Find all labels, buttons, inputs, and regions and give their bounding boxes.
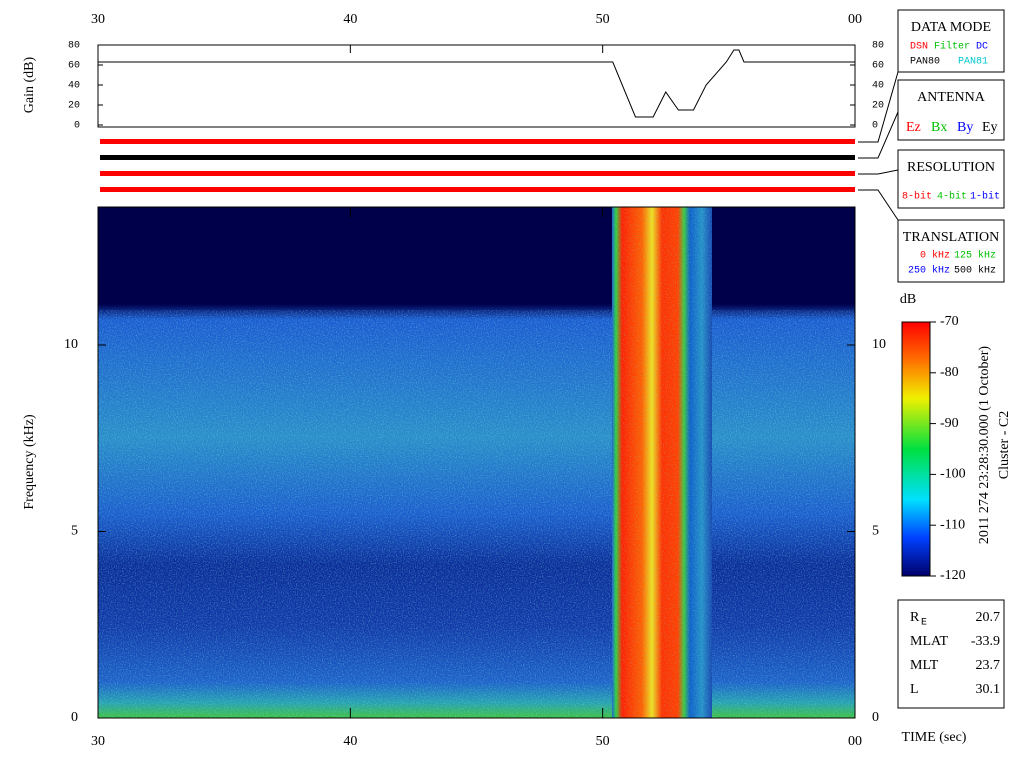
panel-box: [897, 149, 1005, 209]
y-tick-label: 40: [68, 81, 80, 92]
y-tick-label: 60: [68, 61, 80, 72]
colorbar-tick-label: -70: [940, 314, 959, 329]
colorbar-tick-label: -100: [940, 467, 966, 482]
panel-item: 250 kHz: [908, 265, 950, 277]
panel-title: RESOLUTION: [907, 160, 995, 175]
connector: [858, 111, 899, 159]
ephemeris-value: 20.7: [976, 610, 1001, 625]
colorbar-tick-label: -90: [940, 416, 959, 431]
panel-item: 0 kHz: [920, 250, 950, 262]
y-tick-label: 10: [64, 337, 78, 352]
y-axis-label: Gain (dB): [22, 56, 37, 113]
x-tick-label: 30: [91, 12, 105, 27]
x-tick-label: 40: [343, 12, 357, 27]
panel-title: TRANSLATION: [903, 230, 999, 245]
date-label: 2011 274 23:28:30.000 (1 October): [977, 346, 992, 545]
x-tick-label: 00: [848, 734, 862, 749]
ephemeris-box: [897, 599, 1005, 709]
x-axis-label: TIME (sec): [902, 730, 967, 745]
panel-item: Bx: [931, 120, 947, 135]
x-tick-label: 40: [343, 734, 357, 749]
panel-item: PAN81: [958, 57, 988, 68]
ephemeris-label: R: [910, 610, 920, 625]
panel-box: [897, 219, 1005, 283]
colorbar-tick-label: -80: [940, 365, 959, 380]
layout: [97, 9, 1005, 719]
y-tick-label: 5: [71, 524, 78, 539]
connector: [858, 71, 899, 143]
panel-item: 500 kHz: [954, 265, 996, 277]
y-tick-label: 0: [71, 710, 78, 725]
panel-item: 125 kHz: [954, 250, 996, 262]
y-tick-label: 80: [872, 41, 884, 52]
connector: [858, 189, 899, 221]
colorbar-title: dB: [900, 292, 916, 307]
y-tick-label: 20: [68, 101, 80, 112]
ephemeris-value: -33.9: [971, 634, 1000, 649]
gain-frame: [97, 44, 856, 128]
panel-item: DC: [976, 42, 988, 53]
ephemeris-value: 30.1: [976, 682, 1001, 697]
panel-item: By: [957, 120, 973, 135]
connector: [858, 169, 899, 175]
colorbar-tick-label: -110: [940, 517, 965, 532]
x-tick-label: 30: [91, 734, 105, 749]
spectrogram-noise: [98, 310, 855, 718]
panel-box: [897, 9, 1005, 73]
resolution-bar: [100, 171, 855, 176]
panel-item: DSN: [910, 42, 928, 53]
y-tick-label: 0: [872, 710, 879, 725]
y-tick-label: 0: [872, 121, 878, 132]
panel-box: [897, 79, 1005, 141]
spectrogram-burst-noise: [612, 207, 712, 718]
ephemeris-value: 23.7: [976, 658, 1001, 673]
panel-item: 1-bit: [970, 191, 1000, 203]
y-tick-label: 5: [872, 524, 879, 539]
spacecraft-label: Cluster - C2: [997, 411, 1012, 479]
x-tick-label: 50: [596, 734, 610, 749]
y-tick-label: 60: [872, 61, 884, 72]
y-tick-label: 80: [68, 41, 80, 52]
y-tick-label: 40: [872, 81, 884, 92]
panel-title: ANTENNA: [917, 90, 986, 105]
x-tick-label: 00: [848, 12, 862, 27]
antenna-bar: [100, 139, 855, 144]
panel-title: DATA MODE: [911, 20, 991, 35]
panel-item: Ey: [982, 120, 998, 135]
y-tick-label: 0: [74, 121, 80, 132]
panel-item: 8-bit: [902, 191, 932, 203]
spectrogram-frame: [97, 206, 856, 719]
ephemeris-label: MLT: [910, 658, 939, 673]
translation-bar: [100, 187, 855, 192]
panel-item: PAN80: [910, 57, 940, 68]
y-axis-label: Frequency (kHz): [22, 414, 37, 510]
panel-item: Ez: [906, 120, 921, 135]
x-tick-label: 50: [596, 12, 610, 27]
ephemeris-sub: E: [921, 618, 927, 629]
gain-line: [98, 49, 855, 118]
panel-item: Filter: [934, 41, 970, 53]
colorbar-tick-label: -120: [940, 568, 966, 583]
panel-item: 4-bit: [937, 191, 967, 203]
colorbar: [901, 321, 931, 577]
y-tick-label: 10: [872, 337, 886, 352]
ephemeris-label: MLAT: [910, 634, 949, 649]
antenna-bar: [100, 155, 855, 160]
y-tick-label: 20: [872, 101, 884, 112]
ephemeris-label: L: [910, 682, 919, 697]
